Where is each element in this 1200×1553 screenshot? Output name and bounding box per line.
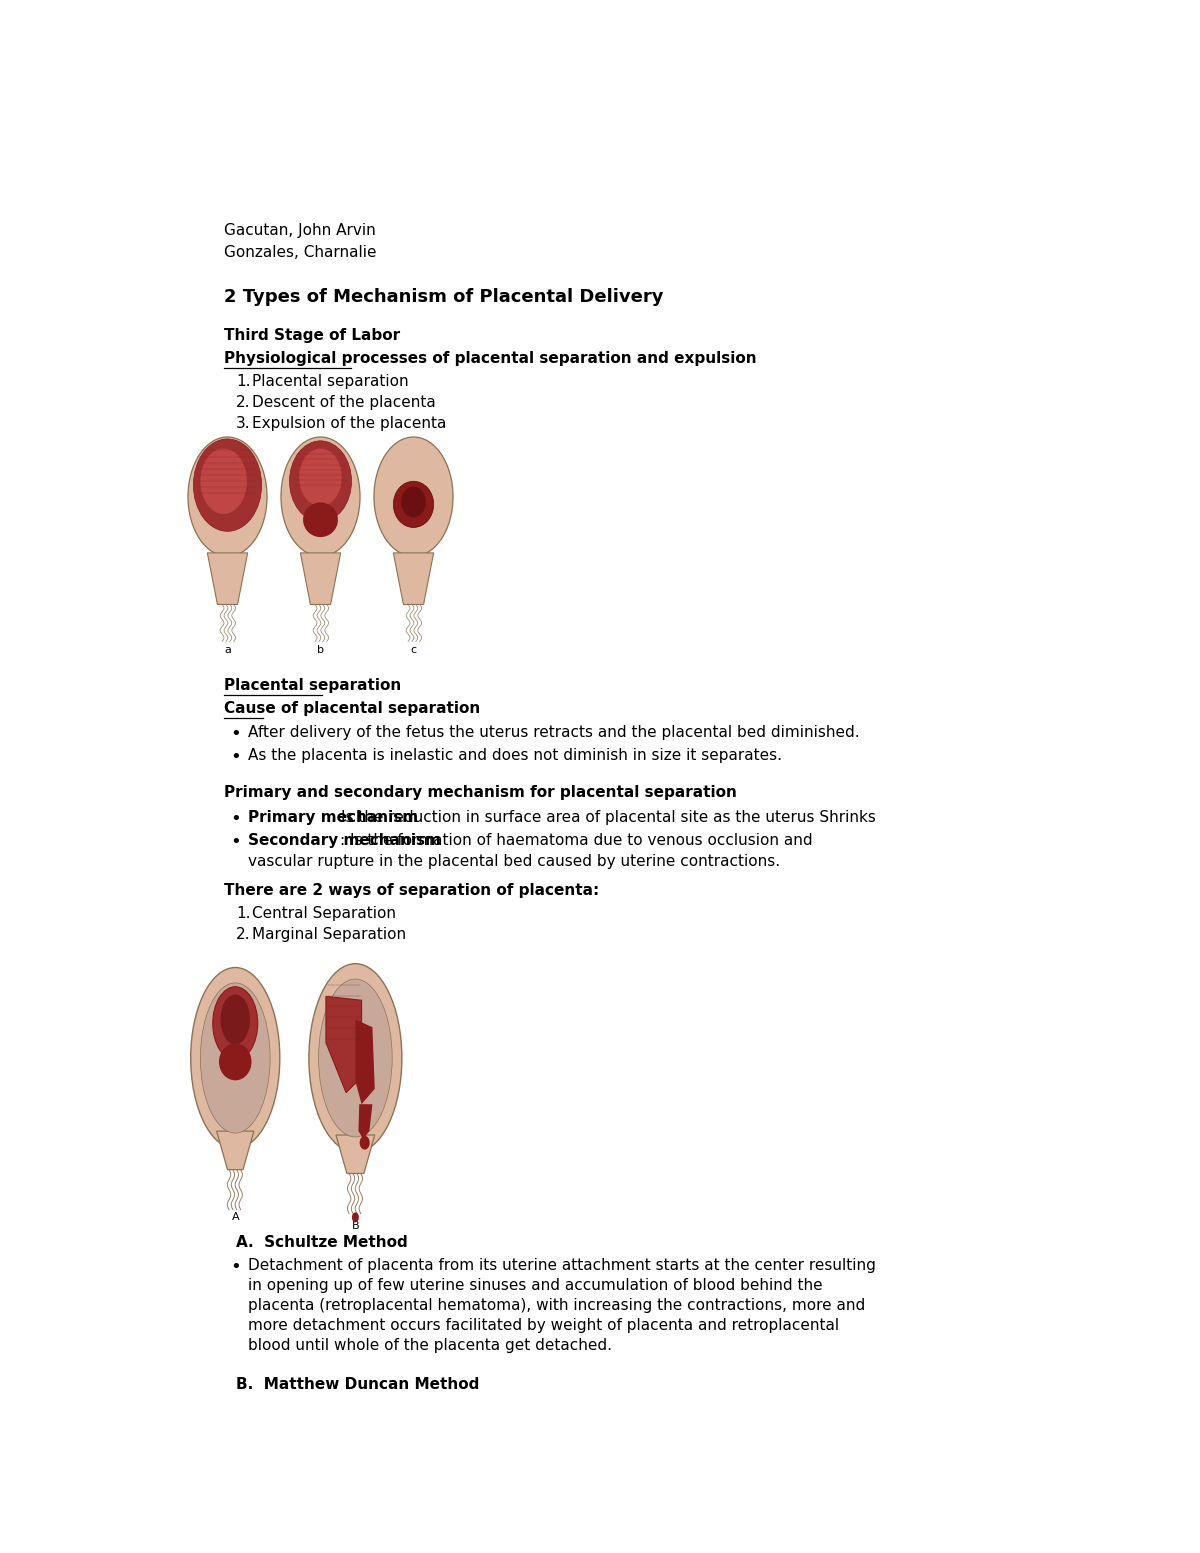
Text: Physiological processes of placental separation and expulsion: Physiological processes of placental sep…	[224, 351, 757, 367]
Text: 2 Types of Mechanism of Placental Delivery: 2 Types of Mechanism of Placental Delive…	[224, 287, 664, 306]
Text: •: •	[230, 811, 241, 828]
Ellipse shape	[289, 441, 352, 522]
Text: blood until whole of the placenta get detached.: blood until whole of the placenta get de…	[247, 1339, 612, 1353]
Ellipse shape	[200, 449, 247, 514]
Text: : Is the formation of haematoma due to venous occlusion and: : Is the formation of haematoma due to v…	[341, 832, 814, 848]
Text: 3.: 3.	[236, 416, 251, 430]
Text: •: •	[230, 749, 241, 767]
Ellipse shape	[191, 968, 280, 1149]
Text: Gacutan, John Arvin: Gacutan, John Arvin	[224, 224, 376, 238]
Ellipse shape	[352, 1213, 359, 1222]
Text: Primary mechanism: Primary mechanism	[247, 811, 418, 825]
Polygon shape	[300, 553, 341, 604]
Ellipse shape	[299, 449, 342, 506]
Text: Descent of the placenta: Descent of the placenta	[252, 394, 436, 410]
Text: There are 2 ways of separation of placenta:: There are 2 ways of separation of placen…	[224, 884, 600, 898]
Text: 2.: 2.	[236, 927, 251, 943]
Ellipse shape	[308, 964, 402, 1152]
Text: As the placenta is inelastic and does not diminish in size it separates.: As the placenta is inelastic and does no…	[247, 749, 781, 764]
Polygon shape	[208, 553, 247, 604]
Text: placenta (retroplacental hematoma), with increasing the contractions, more and: placenta (retroplacental hematoma), with…	[247, 1298, 865, 1314]
Ellipse shape	[394, 481, 433, 528]
Text: Cause of placental separation: Cause of placental separation	[224, 700, 481, 716]
Text: Placental separation: Placental separation	[224, 677, 402, 693]
Text: •: •	[230, 1258, 241, 1277]
Polygon shape	[336, 1135, 374, 1174]
Ellipse shape	[401, 486, 426, 517]
Ellipse shape	[360, 1135, 370, 1149]
Text: A: A	[232, 1211, 239, 1222]
Text: Secondary mechanism: Secondary mechanism	[247, 832, 440, 848]
Ellipse shape	[188, 436, 268, 556]
Text: : Is the reduction in surface area of placental site as the uterus Shrinks: : Is the reduction in surface area of pl…	[331, 811, 876, 825]
Text: •: •	[230, 832, 241, 851]
Text: Gonzales, Charnalie: Gonzales, Charnalie	[224, 245, 377, 259]
Text: Third Stage of Labor: Third Stage of Labor	[224, 328, 401, 343]
Text: •: •	[230, 725, 241, 744]
Polygon shape	[394, 553, 433, 604]
Polygon shape	[359, 1104, 372, 1138]
Text: A.  Schultze Method: A. Schultze Method	[236, 1235, 408, 1250]
Polygon shape	[326, 997, 361, 1093]
Text: in opening up of few uterine sinuses and accumulation of blood behind the: in opening up of few uterine sinuses and…	[247, 1278, 822, 1294]
Ellipse shape	[281, 436, 360, 556]
Text: b: b	[317, 644, 324, 654]
Ellipse shape	[221, 994, 250, 1045]
Text: B.  Matthew Duncan Method: B. Matthew Duncan Method	[236, 1378, 480, 1391]
Ellipse shape	[200, 983, 270, 1134]
Text: 1.: 1.	[236, 374, 251, 390]
Text: After delivery of the fetus the uterus retracts and the placental bed diminished: After delivery of the fetus the uterus r…	[247, 725, 859, 741]
Text: B: B	[352, 1221, 359, 1232]
Polygon shape	[355, 1019, 374, 1104]
Text: Detachment of placenta from its uterine attachment starts at the center resultin: Detachment of placenta from its uterine …	[247, 1258, 876, 1273]
Polygon shape	[217, 1131, 254, 1169]
Text: vascular rupture in the placental bed caused by uterine contractions.: vascular rupture in the placental bed ca…	[247, 854, 780, 870]
Ellipse shape	[374, 436, 454, 556]
Text: Expulsion of the placenta: Expulsion of the placenta	[252, 416, 446, 430]
Text: 1.: 1.	[236, 907, 251, 921]
Text: Placental separation: Placental separation	[252, 374, 408, 390]
Text: 2.: 2.	[236, 394, 251, 410]
Text: a: a	[224, 644, 230, 654]
Ellipse shape	[304, 503, 338, 537]
Text: c: c	[410, 644, 416, 654]
Ellipse shape	[193, 439, 262, 531]
Ellipse shape	[218, 1044, 252, 1081]
Ellipse shape	[318, 978, 392, 1137]
Text: Primary and secondary mechanism for placental separation: Primary and secondary mechanism for plac…	[224, 786, 737, 800]
Text: more detachment occurs facilitated by weight of placenta and retroplacental: more detachment occurs facilitated by we…	[247, 1318, 839, 1334]
Text: Marginal Separation: Marginal Separation	[252, 927, 406, 943]
Text: Central Separation: Central Separation	[252, 907, 396, 921]
Ellipse shape	[212, 986, 258, 1061]
